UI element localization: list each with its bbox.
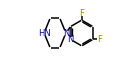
Text: N: N [63, 29, 69, 37]
Text: F: F [79, 9, 84, 18]
Text: N: N [67, 35, 74, 44]
Text: F: F [97, 35, 102, 44]
Text: HN: HN [38, 29, 50, 37]
